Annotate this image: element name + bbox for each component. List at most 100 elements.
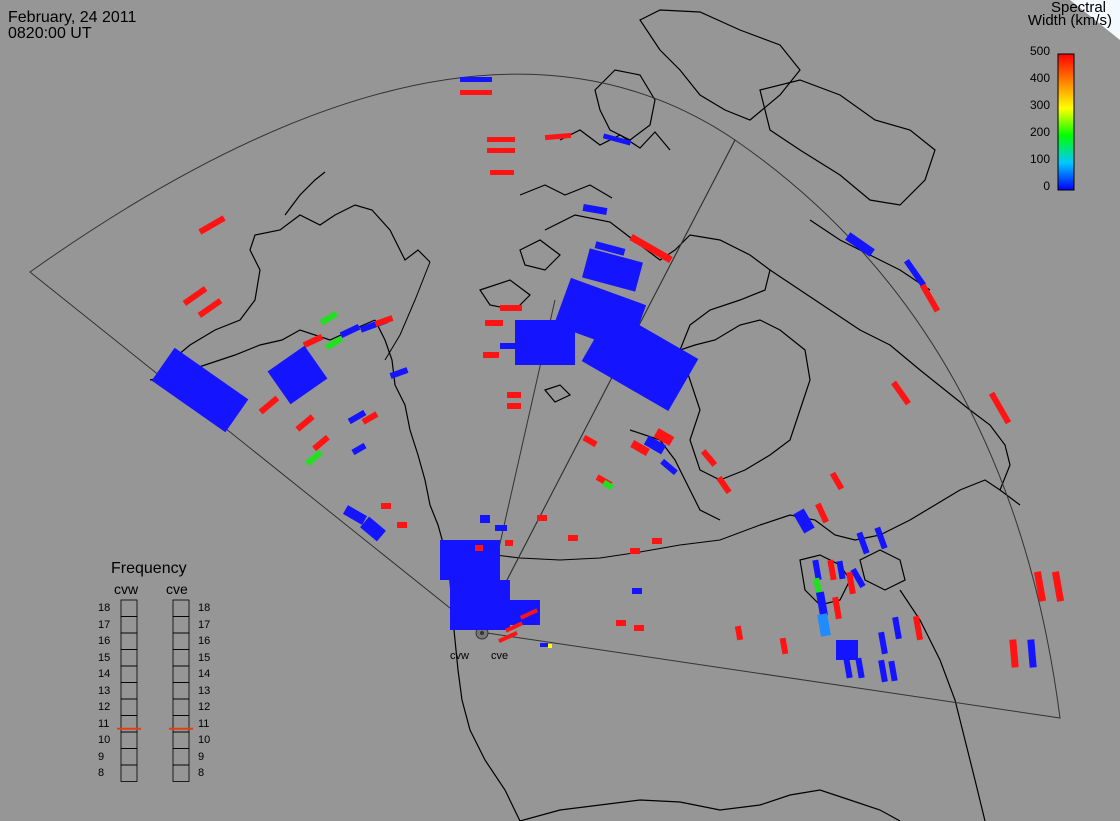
- frequency-gauge-cell: [120, 599, 138, 617]
- corner-flap: [1070, 0, 1120, 40]
- frequency-gauge-cell: [172, 665, 190, 683]
- backscatter-cell: [483, 352, 499, 358]
- backscatter-cell: [581, 309, 699, 411]
- frequency-gauge-cell: [120, 616, 138, 634]
- frequency-gauge-cell: [120, 748, 138, 766]
- backscatter-cell: [548, 644, 552, 648]
- backscatter-cell: [1051, 571, 1065, 602]
- backscatter-cell: [832, 596, 842, 620]
- frequency-gauge-cell: [120, 649, 138, 667]
- backscatter-cell: [629, 233, 673, 264]
- frequency-tick: 16: [98, 635, 111, 648]
- frequency-tick: 12: [198, 701, 211, 714]
- backscatter-cell: [836, 560, 846, 580]
- frequency-gauge-cell: [172, 748, 190, 766]
- backscatter-cell: [197, 298, 223, 318]
- frequency-tick: 8: [198, 767, 205, 780]
- frequency-gauge-cell: [120, 632, 138, 650]
- backscatter-cell: [504, 621, 524, 633]
- political-borders: [384, 261, 761, 561]
- colorbar-tick: 500: [1029, 44, 1050, 58]
- backscatter-cell: [817, 613, 831, 637]
- frequency-tick: 17: [98, 618, 111, 631]
- backscatter-cell: [632, 588, 642, 594]
- colorbar-tick: 100: [1029, 152, 1050, 166]
- backscatter-cell: [878, 631, 888, 655]
- backscatter-cell: [319, 310, 339, 326]
- frequency-tick: 15: [198, 651, 211, 664]
- backscatter-cell: [505, 540, 513, 546]
- colorbar-tick: 200: [1029, 125, 1050, 139]
- backscatter-cell: [912, 615, 924, 641]
- frequency-gauge-cell: [120, 665, 138, 683]
- backscatter-cell: [500, 305, 522, 311]
- frequency-gauge-cell: [172, 599, 190, 617]
- backscatter-cell: [381, 503, 391, 509]
- frequency-gauge-cell: [120, 764, 138, 782]
- frequency-tick: 11: [98, 717, 110, 730]
- backscatter-cell: [374, 315, 394, 327]
- backscatter-cell: [653, 428, 675, 446]
- backscatter-cell: [850, 567, 866, 589]
- backscatter-cell: [500, 343, 516, 349]
- backscatter-cell: [182, 286, 208, 306]
- backscatter-cell: [475, 545, 483, 551]
- backscatter-cell: [480, 515, 490, 523]
- backscatter-cell: [892, 616, 902, 640]
- backscatter-cell: [507, 392, 521, 398]
- frequency-tick: 9: [198, 750, 205, 763]
- frequency-tick: 13: [198, 684, 211, 697]
- backscatter-cell: [258, 395, 280, 415]
- backscatter-cell: [389, 367, 409, 379]
- colorbar-tick: 300: [1029, 98, 1050, 112]
- frequency-gauge-cell: [172, 698, 190, 716]
- backscatter-cell: [519, 608, 539, 620]
- backscatter-cell: [634, 625, 644, 631]
- backscatter-cell: [856, 531, 870, 555]
- frequency-tick: 17: [198, 618, 211, 631]
- backscatter-cell: [339, 324, 361, 338]
- coastlines: [149, 9, 1021, 821]
- backscatter-cell: [487, 137, 515, 142]
- frequency-title: Frequency: [111, 560, 187, 577]
- backscatter-cell: [700, 449, 718, 467]
- frequency-tick: 18: [198, 602, 211, 615]
- backscatter-cell: [874, 526, 888, 550]
- frequency-tick: 18: [98, 602, 111, 615]
- backscatter-cell: [888, 660, 898, 682]
- frequency-gauge-cell: [172, 632, 190, 650]
- backscatter-cell: [568, 535, 578, 541]
- backscatter-cell: [397, 522, 407, 528]
- colorbar-units: Width (km/s): [1027, 12, 1112, 29]
- backscatter-cell: [878, 659, 888, 683]
- backscatter-cell: [295, 414, 315, 432]
- backscatter-cell: [498, 630, 518, 644]
- backscatter-cell: [903, 258, 927, 288]
- backscatter-cell: [582, 434, 598, 448]
- backscatter-cell: [793, 508, 815, 534]
- backscatter-cell: [198, 215, 226, 235]
- backscatter-cell: [267, 345, 328, 405]
- backscatter-cell: [151, 347, 249, 433]
- frequency-tick: 11: [198, 717, 210, 730]
- backscatter-cell: [815, 502, 829, 524]
- backscatter-cell: [487, 148, 515, 153]
- frequency-tick: 14: [198, 668, 211, 681]
- frequency-tick: 14: [98, 668, 111, 681]
- frequency-tick: 8: [98, 767, 105, 780]
- backscatter-cell: [616, 620, 626, 626]
- frequency-gauge-cell: [172, 731, 190, 749]
- frequency-tick: 16: [198, 635, 211, 648]
- backscatter-cell: [919, 283, 941, 313]
- backscatter-cell: [305, 449, 323, 467]
- frequency-column-name: cvw: [114, 581, 139, 597]
- backscatter-cell: [812, 559, 822, 581]
- backscatter-cell: [630, 440, 650, 456]
- backscatter-cell: [347, 409, 367, 425]
- backscatter-cells: [151, 77, 1065, 683]
- date-label: February, 24 2011: [8, 9, 137, 26]
- colorbar-gradient: [1057, 53, 1075, 191]
- backscatter-cell: [643, 435, 667, 455]
- backscatter-cell: [485, 320, 503, 326]
